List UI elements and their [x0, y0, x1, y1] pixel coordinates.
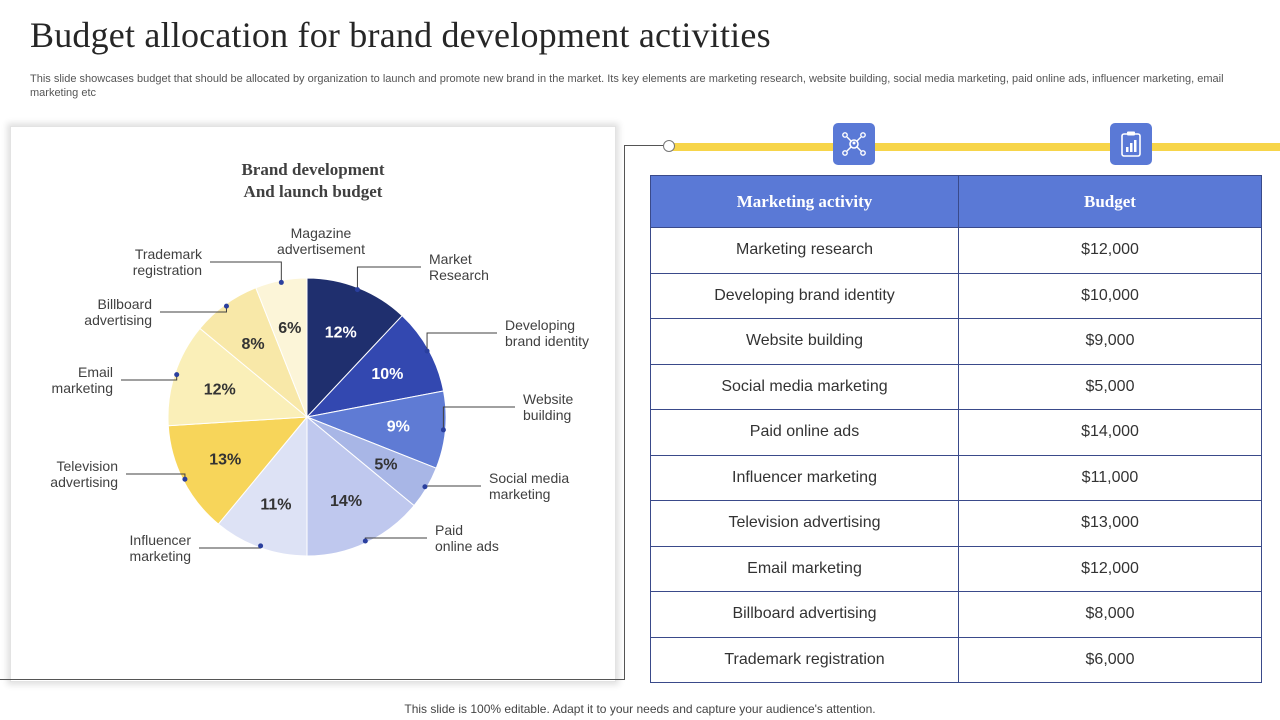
pie-data-label: 12%	[325, 325, 357, 342]
pie-data-label: 6%	[278, 320, 301, 337]
leader-dot	[440, 427, 446, 433]
slice-category-label: Website building	[523, 391, 574, 423]
table-row: Developing brand identity $10,000	[650, 272, 1262, 319]
leader-line	[364, 537, 427, 541]
connector-line-vertical	[624, 145, 625, 680]
page-title: Budget allocation for brand development …	[30, 15, 771, 55]
leader-dot	[354, 287, 360, 293]
activity-cell: Paid online ads	[650, 409, 959, 456]
slice-category-label: Billboard advertising	[84, 296, 152, 328]
activity-cell: Trademark registration	[650, 636, 959, 683]
slice-category-label: Paid online ads	[435, 522, 499, 554]
footer-note: This slide is 100% editable. Adapt it to…	[404, 702, 876, 716]
column-header-budget: Budget	[958, 175, 1262, 228]
pie-data-label: 14%	[330, 493, 362, 510]
pie-data-label: 12%	[204, 382, 236, 399]
column-header-activity: Marketing activity	[650, 175, 959, 228]
leader-line	[356, 266, 421, 290]
leader-dot	[278, 279, 284, 285]
activity-cell: Social media marketing	[650, 363, 959, 410]
activity-cell: Influencer marketing	[650, 454, 959, 501]
pie-data-label: 13%	[209, 452, 241, 469]
activity-cell: Website building	[650, 318, 959, 365]
budget-cell: $13,000	[958, 500, 1262, 547]
activity-cell: Marketing research	[650, 227, 959, 274]
table-row: Social media marketing $5,000	[650, 363, 1262, 410]
slice-category-label: Influencer marketing	[129, 532, 191, 564]
slice-category-label: Market Research	[429, 251, 489, 283]
activity-cell: Television advertising	[650, 500, 959, 547]
budget-cell: $10,000	[958, 272, 1262, 319]
table-row: Website building $9,000	[650, 318, 1262, 365]
activity-cell: Email marketing	[650, 545, 959, 592]
pie-data-label: 8%	[242, 336, 265, 353]
budget-cell: $6,000	[958, 636, 1262, 683]
pie-data-label: 9%	[387, 419, 410, 436]
table-row: Paid online ads $14,000	[650, 409, 1262, 456]
budget-cell: $11,000	[958, 454, 1262, 501]
leader-line	[121, 374, 178, 381]
budget-cell: $14,000	[958, 409, 1262, 456]
leader-dot	[174, 372, 180, 378]
leader-line	[126, 473, 186, 480]
leader-line	[426, 332, 497, 351]
slice-category-label: Trademark registration	[132, 246, 202, 278]
pie-data-label: 10%	[371, 366, 403, 383]
chart-card: Brand development And launch budget 12% 10…	[10, 126, 616, 682]
slice-category-label: Developing brand identity	[505, 317, 590, 349]
leader-dot	[362, 538, 368, 544]
table-row: Trademark registration $6,000	[650, 636, 1262, 683]
activity-cell: Developing brand identity	[650, 272, 959, 319]
slice-category-label: Social media marketing	[489, 470, 570, 502]
budget-cell: $12,000	[958, 545, 1262, 592]
pie-data-label: 5%	[374, 457, 397, 474]
leader-dot	[424, 348, 430, 354]
budget-cell: $9,000	[958, 318, 1262, 365]
budget-table: Marketing activity Budget Marketing rese…	[650, 175, 1262, 683]
clipboard-chart-icon	[1110, 123, 1152, 165]
chart-title-line: Brand development	[241, 160, 385, 179]
table-row: Television advertising $13,000	[650, 500, 1262, 547]
leader-dot	[182, 476, 188, 482]
network-people-icon	[833, 123, 875, 165]
budget-cell: $5,000	[958, 363, 1262, 410]
leader-dot	[223, 303, 229, 309]
leader-dot	[258, 543, 264, 549]
pie-data-label: 11%	[260, 496, 291, 513]
accent-bar	[670, 143, 1280, 151]
table-row: Billboard advertising $8,000	[650, 591, 1262, 638]
extra-category-label: Magazine advertisement	[277, 225, 365, 257]
connector-line	[625, 145, 665, 146]
leader-line	[442, 406, 515, 430]
table-row: Email marketing $12,000	[650, 545, 1262, 592]
leader-line	[210, 261, 282, 283]
leader-line	[424, 485, 481, 487]
activity-cell: Billboard advertising	[650, 591, 959, 638]
slice-category-label: Television advertising	[50, 458, 118, 490]
chart-title-line: And launch budget	[243, 182, 383, 201]
budget-cell: $12,000	[958, 227, 1262, 274]
table-row: Influencer marketing $11,000	[650, 454, 1262, 501]
pie-chart: 12% 10% 9% 5% 14% 11% 13% 12% 8% 6%	[121, 261, 515, 557]
connector-line-bottom	[0, 679, 625, 680]
chart-title: Brand development And launch budget	[11, 159, 615, 203]
leader-dot	[422, 484, 428, 490]
table-row: Marketing research $12,000	[650, 227, 1262, 274]
slice-category-label: Email marketing	[51, 364, 113, 396]
budget-cell: $8,000	[958, 591, 1262, 638]
accent-dot	[663, 140, 675, 152]
page-subtitle: This slide showcases budget that should …	[30, 73, 1224, 99]
table-header-row: Marketing activity Budget	[650, 175, 1262, 228]
leader-line	[199, 545, 262, 549]
